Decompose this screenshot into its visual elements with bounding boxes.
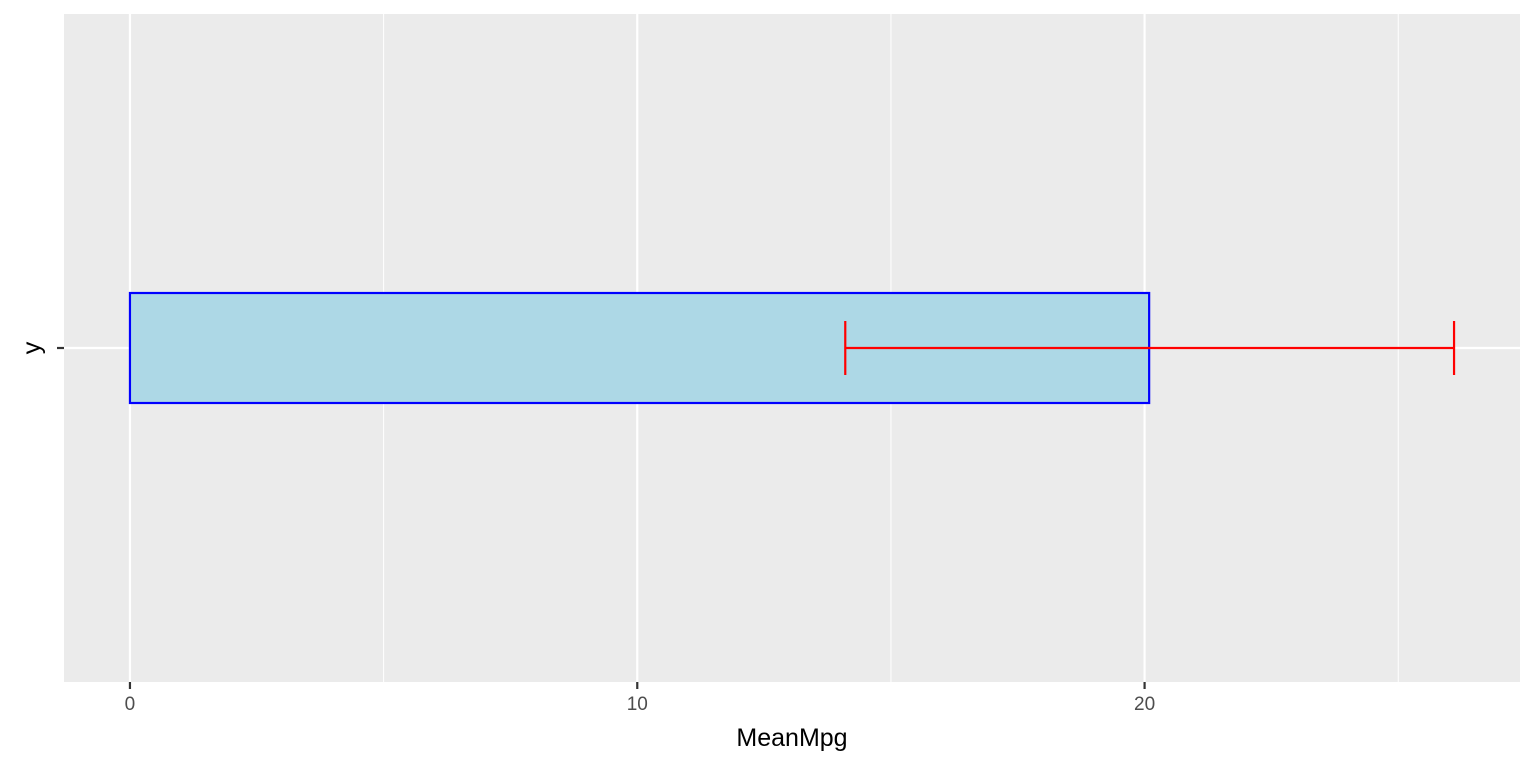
x-tick-label: 20	[1134, 694, 1155, 715]
x-axis-title: MeanMpg	[736, 724, 847, 752]
error-bars	[844, 321, 1456, 375]
x-tick-label: 0	[125, 694, 136, 715]
x-tick-label: 10	[627, 694, 648, 715]
x-axis: 0 10 20	[125, 682, 1155, 715]
y-axis-title: y	[18, 341, 46, 354]
